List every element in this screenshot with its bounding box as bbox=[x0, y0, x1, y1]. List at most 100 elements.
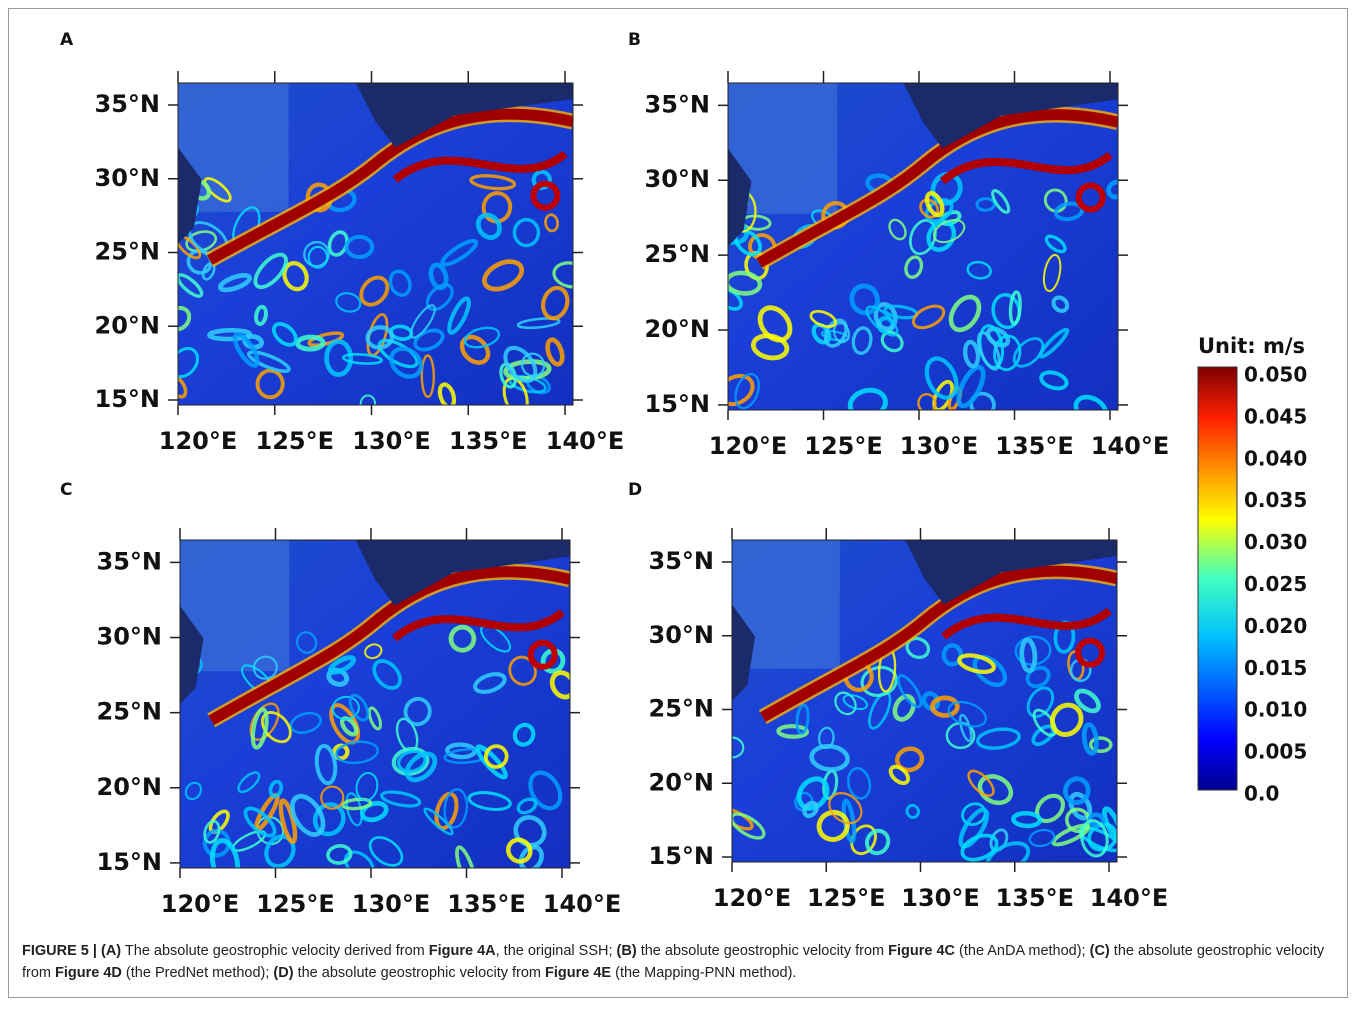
eddy bbox=[967, 769, 995, 797]
eddy bbox=[1044, 234, 1067, 254]
eddy bbox=[503, 345, 538, 383]
eddy bbox=[888, 218, 907, 241]
eddy bbox=[217, 273, 252, 293]
colorbar-label: 0.010 bbox=[1244, 698, 1307, 722]
eddy bbox=[895, 746, 925, 773]
eddy bbox=[947, 700, 988, 728]
kuroshio bbox=[208, 566, 570, 726]
land bbox=[732, 604, 756, 701]
eddy bbox=[335, 740, 380, 765]
eddy bbox=[865, 828, 891, 856]
eddy bbox=[203, 819, 221, 844]
colorbar-label: 0.050 bbox=[1244, 363, 1307, 387]
lat-label: 35°N bbox=[97, 547, 162, 575]
lon-label: 130°E bbox=[352, 890, 431, 918]
caption-text: Figure 4A bbox=[428, 943, 496, 959]
eddy bbox=[991, 189, 1011, 214]
eddy bbox=[425, 283, 454, 312]
eddy bbox=[367, 706, 383, 731]
eddy bbox=[1063, 776, 1091, 805]
eddy bbox=[1106, 179, 1118, 200]
caption-text: (B) bbox=[616, 943, 637, 959]
eddy bbox=[540, 285, 570, 321]
eddy bbox=[796, 776, 830, 811]
land bbox=[355, 83, 573, 148]
eddy bbox=[993, 334, 1022, 372]
eddy bbox=[1081, 722, 1099, 756]
eddy bbox=[802, 800, 819, 819]
eddy bbox=[847, 387, 888, 410]
eddy bbox=[847, 767, 872, 800]
lat-label: 30°N bbox=[97, 623, 162, 651]
eddy bbox=[924, 191, 945, 218]
land bbox=[178, 147, 202, 244]
lon-label: 140°E bbox=[546, 427, 625, 455]
eddy bbox=[455, 845, 478, 868]
eddy bbox=[326, 844, 353, 865]
lat-label: 25°N bbox=[649, 695, 714, 723]
eddy bbox=[911, 304, 946, 330]
eddy bbox=[303, 240, 330, 268]
map-border bbox=[727, 82, 1119, 411]
land bbox=[180, 605, 204, 704]
kuroshio bbox=[756, 109, 1118, 268]
lon-label: 130°E bbox=[901, 884, 980, 912]
eddy bbox=[475, 744, 508, 780]
eddy bbox=[178, 375, 188, 399]
eddy bbox=[960, 833, 999, 862]
eddy bbox=[320, 785, 345, 810]
eddy bbox=[295, 631, 318, 654]
eddy bbox=[314, 743, 338, 786]
eddy bbox=[448, 624, 477, 653]
eddy bbox=[341, 353, 383, 365]
eddy bbox=[253, 252, 288, 290]
eddy bbox=[237, 771, 261, 794]
eddy bbox=[966, 260, 992, 280]
kuroshio bbox=[760, 565, 1117, 722]
eddy bbox=[528, 770, 563, 811]
eddy bbox=[389, 346, 424, 379]
eddy bbox=[271, 322, 298, 347]
lon-label: 135°E bbox=[449, 427, 528, 455]
land bbox=[905, 540, 1117, 605]
eddy bbox=[905, 803, 920, 819]
eddy bbox=[397, 749, 427, 773]
map-border bbox=[731, 539, 1118, 863]
eddy bbox=[896, 674, 923, 709]
lat-label: 35°N bbox=[649, 547, 714, 575]
ring-eddy bbox=[1075, 182, 1106, 213]
eddy bbox=[728, 373, 755, 407]
lon-label: 130°E bbox=[352, 427, 431, 455]
caption-text: , the original SSH; bbox=[495, 943, 617, 959]
lon-label: 140°E bbox=[1090, 884, 1169, 912]
lat-label: 15°N bbox=[95, 385, 160, 413]
eddy bbox=[930, 695, 960, 718]
lon-label: 125°E bbox=[804, 432, 883, 460]
lon-label: 120°E bbox=[159, 427, 238, 455]
eddy bbox=[512, 722, 536, 747]
colorbar-label: 0.020 bbox=[1244, 614, 1307, 638]
eddy bbox=[365, 325, 395, 350]
eddy bbox=[516, 797, 538, 815]
eddy bbox=[1012, 337, 1045, 368]
lat-label: 25°N bbox=[645, 240, 710, 268]
eddy bbox=[423, 807, 454, 836]
eddy bbox=[409, 304, 436, 339]
panel-label: B bbox=[628, 30, 641, 50]
lon-label: 125°E bbox=[256, 890, 335, 918]
colorbar-label: 0.040 bbox=[1244, 446, 1307, 470]
ring-eddy bbox=[1075, 637, 1106, 668]
figure-frame bbox=[8, 8, 1348, 998]
lon-label: 140°E bbox=[543, 890, 622, 918]
panel-label: A bbox=[60, 30, 74, 50]
eddy bbox=[289, 711, 322, 734]
eddy bbox=[518, 844, 544, 868]
eddy bbox=[1011, 810, 1043, 829]
eddy bbox=[1042, 253, 1062, 293]
eddy bbox=[290, 793, 326, 837]
eddy bbox=[917, 393, 937, 410]
lat-label: 20°N bbox=[97, 773, 162, 801]
eddy bbox=[757, 305, 793, 343]
eddy bbox=[549, 670, 570, 700]
eddy bbox=[232, 332, 260, 368]
